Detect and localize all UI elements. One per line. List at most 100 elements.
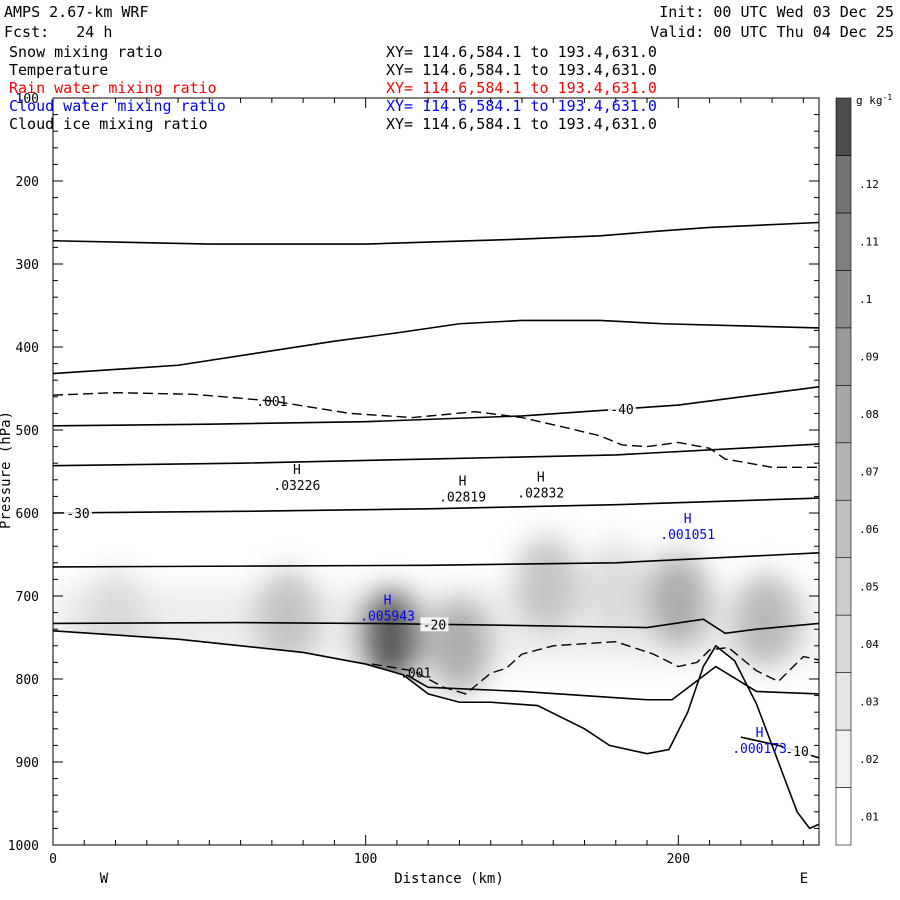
plot-frame: [52, 97, 820, 846]
colorbar-box: [835, 557, 852, 616]
colorbar-tick-label: .09: [859, 351, 879, 364]
colorbar-tick-label: .06: [859, 523, 879, 536]
colorbar-box: [835, 499, 852, 558]
isotherm-line: [53, 386, 819, 427]
isotherm-line: [53, 552, 819, 568]
snow-contours: .001 .001: [53, 391, 819, 695]
colorbar-tick-label: .03: [859, 695, 879, 708]
init-time: Init: 00 UTC Wed 03 Dec 25: [659, 3, 894, 21]
terrain-outline: [53, 630, 819, 830]
isotherm-line: [53, 319, 819, 375]
field-xy-rain: XY= 114.6,584.1 to 193.4,631.0: [386, 79, 657, 97]
y-tick-label: 600: [16, 507, 39, 522]
colorbar-units: g kg-1: [856, 93, 892, 107]
field-name-temperature: Temperature: [9, 61, 109, 79]
temperature-isotherms: -40 -30 -20 -10: [53, 221, 819, 760]
x-axis-title: Distance (km): [394, 871, 504, 887]
isotherm-label-bg: [64, 505, 93, 520]
maximum-h-label: H: [384, 593, 392, 608]
valid-time: Valid: 00 UTC Thu 04 Dec 25: [650, 23, 894, 41]
isotherm-line: [53, 221, 819, 245]
field-name-cloud-ice: Cloud ice mixing ratio: [9, 115, 208, 133]
y-tick-label: 800: [16, 673, 39, 688]
snow-contour-label: .001: [256, 395, 287, 410]
field-name-rain: Rain water mixing ratio: [9, 79, 217, 97]
colorbar-box: [835, 729, 852, 788]
isotherm-label-bg: [783, 744, 812, 759]
colorbar-tick-label: .12: [859, 178, 879, 191]
shading-cell: [583, 539, 648, 636]
snow-contour-label: .001: [400, 666, 431, 681]
maximum-h-label: H: [459, 475, 467, 490]
shading-cell: [646, 552, 711, 649]
maximum-value-label: .02819: [439, 491, 486, 506]
isotherm-label: -30: [66, 507, 89, 522]
shading-cell: [427, 597, 492, 694]
colorbar-tick-label: .02: [859, 753, 879, 766]
y-axis-title: Pressure (hPa): [0, 411, 14, 529]
maximum-value-label: .001051: [660, 528, 715, 543]
colorbar: .01 .02 .03 .04 .05 .06 .07 .08 .09 .1 .11 .12: [835, 97, 879, 846]
maximum-value-label: .03226: [273, 479, 320, 494]
shading-cell: [255, 568, 320, 665]
maximum-h-label: H: [756, 726, 764, 741]
colorbar-tick-label: .01: [859, 810, 879, 823]
y-tick-label: 100: [16, 92, 39, 107]
terrain-mask: [53, 630, 819, 845]
isotherm-label: -40: [610, 403, 633, 418]
snow-contour-line: [371, 640, 819, 695]
maximum-value-label: .02832: [517, 486, 564, 501]
colorbar-tick-label: .08: [859, 408, 879, 421]
x-tick-label: 200: [667, 852, 690, 867]
colorbar-box: [835, 270, 852, 329]
axes: 100 200 300 400 500 600 700 800 900 1000 0 100 200: [8, 92, 819, 867]
model-title: AMPS 2.67-km WRF: [4, 3, 149, 21]
colorbar-box: [835, 672, 852, 731]
isotherm-line: [53, 443, 819, 467]
isotherm-label-bg: [420, 617, 449, 632]
field-xy-cloud-ice: XY= 114.6,584.1 to 193.4,631.0: [386, 115, 657, 133]
colorbar-box: [835, 787, 852, 846]
maximum-value-label: .005943: [360, 609, 415, 624]
maximum-value-label: .000173: [732, 742, 787, 757]
east-label: E: [800, 871, 808, 887]
maximum-h-label: H: [684, 512, 692, 527]
colorbar-tick-label: .11: [859, 236, 879, 249]
shading-cell: [733, 572, 798, 669]
y-tick-label: 200: [16, 175, 39, 190]
colorbar-box: [835, 212, 852, 271]
maximum-h-label: H: [537, 470, 545, 485]
terrain-fill: [53, 630, 819, 845]
colorbar-box: [835, 97, 852, 156]
colorbar-tick-label: .07: [859, 466, 879, 479]
maxima-markers: H.03226 H.02819H.02832H.001051H.005943H.0…: [273, 463, 787, 757]
colorbar-box: [835, 614, 852, 673]
isotherm-line: [53, 497, 819, 514]
colorbar-tick-label: .1: [859, 293, 872, 306]
y-tick-label: 500: [16, 424, 39, 439]
colorbar-box: [835, 385, 852, 444]
colorbar-tick-label: .04: [859, 638, 879, 651]
isotherm-label: -10: [785, 745, 808, 760]
isotherm-label-bg: [608, 401, 637, 416]
y-tick-label: 300: [16, 258, 39, 273]
field-xy-cloud-water: XY= 114.6,584.1 to 193.4,631.0: [386, 97, 657, 115]
isotherm-label: -20: [423, 618, 446, 633]
y-tick-label: 900: [16, 756, 39, 771]
colorbar-box: [835, 155, 852, 214]
forecast-hour: Fcst: 24 h: [4, 23, 113, 41]
snow-contour-line: [53, 391, 819, 469]
x-tick-label: 0: [49, 852, 57, 867]
isotherm-line: [405, 665, 819, 701]
y-tick-label: 1000: [8, 839, 39, 854]
colorbar-box: [835, 442, 852, 501]
field-name-cloud-water: Cloud water mixing ratio: [9, 97, 226, 115]
colorbar-tick-label: .05: [859, 580, 879, 593]
field-xy-snow: XY= 114.6,584.1 to 193.4,631.0: [386, 43, 657, 61]
west-label: W: [100, 871, 109, 887]
field-xy-temperature: XY= 114.6,584.1 to 193.4,631.0: [386, 61, 657, 79]
colorbar-box: [835, 327, 852, 386]
isotherm-line: [53, 618, 819, 635]
field-name-snow: Snow mixing ratio: [9, 43, 163, 61]
